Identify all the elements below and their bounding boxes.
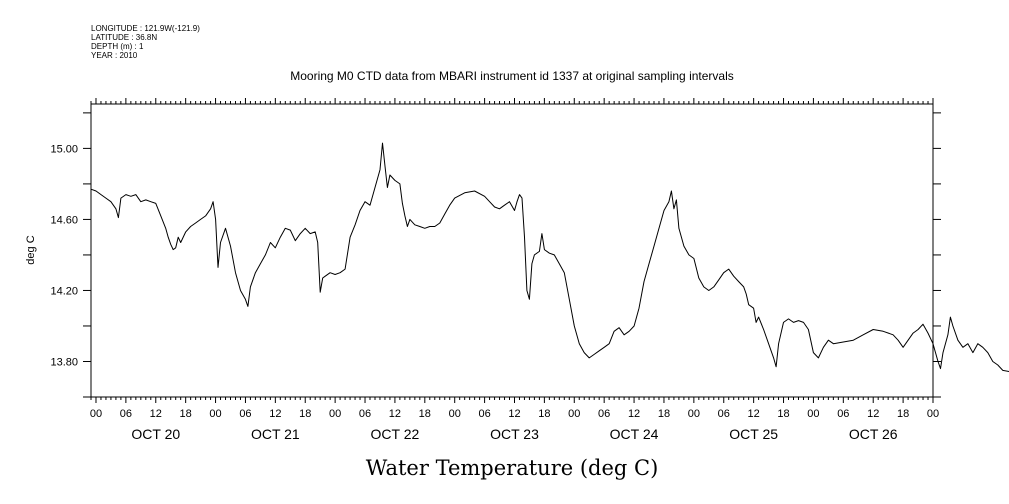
day-label: OCT 26 <box>849 426 898 442</box>
series-layer <box>90 142 1009 372</box>
hour-tick-label: 00 <box>807 408 819 420</box>
y-axis-label: deg C <box>25 235 37 264</box>
hour-tick-label: 12 <box>389 408 401 420</box>
hour-tick-label: 00 <box>449 408 461 420</box>
meta-longitude: LONGITUDE : 121.9W(-121.9) <box>91 24 200 33</box>
hour-tick-label: 06 <box>598 408 610 420</box>
hour-tick-label: 00 <box>90 408 102 420</box>
meta-depth: DEPTH (m) : 1 <box>91 42 144 51</box>
hour-tick-label: 06 <box>120 408 132 420</box>
hour-tick-label: 06 <box>478 408 490 420</box>
meta-latitude: LATITUDE : 36.8N <box>91 33 157 42</box>
day-label: OCT 22 <box>371 426 420 442</box>
x-axis-label: Water Temperature (deg C) <box>366 456 659 480</box>
series-line <box>90 142 1009 372</box>
hour-tick-label: 12 <box>508 408 520 420</box>
meta-year: YEAR : 2010 <box>91 51 138 60</box>
hour-tick-label: 18 <box>419 408 431 420</box>
hour-tick-label: 18 <box>299 408 311 420</box>
y-tick-label: 13.80 <box>50 356 78 368</box>
y-tick-label: 14.20 <box>50 285 78 297</box>
hour-tick-label: 00 <box>329 408 341 420</box>
hour-tick-label: 12 <box>150 408 162 420</box>
metadata-block: LONGITUDE : 121.9W(-121.9) LATITUDE : 36… <box>91 24 200 60</box>
hour-tick-label: 18 <box>180 408 192 420</box>
hour-tick-label: 18 <box>658 408 670 420</box>
minor-ticks <box>90 101 929 400</box>
hour-tick-label: 12 <box>748 408 760 420</box>
day-label: OCT 24 <box>610 426 659 442</box>
hour-tick-label: 12 <box>867 408 879 420</box>
y-tick-label: 14.60 <box>50 214 78 226</box>
hour-tick-label: 12 <box>628 408 640 420</box>
plot-frame <box>90 103 934 398</box>
hour-tick-label: 06 <box>837 408 849 420</box>
hour-tick-label: 18 <box>777 408 789 420</box>
x-ticks: 00 06 12 18 00 06 12 18 00 06 12 18 00 06 12 18 00 06 12 18… <box>90 98 939 442</box>
day-label: OCT 20 <box>131 426 180 442</box>
y-tick-label: 15.00 <box>50 143 78 155</box>
chart-title: Mooring M0 CTD data from MBARI instrumen… <box>290 69 734 83</box>
hour-tick-label: 00 <box>927 408 939 420</box>
hour-tick-label: 06 <box>359 408 371 420</box>
hour-tick-label: 00 <box>209 408 221 420</box>
hour-tick-label: 00 <box>568 408 580 420</box>
hour-tick-label: 18 <box>538 408 550 420</box>
hour-tick-label: 06 <box>718 408 730 420</box>
hour-tick-label: 00 <box>688 408 700 420</box>
y-ticks: 13.80 14.20 14.60 15.00 <box>50 112 941 398</box>
hour-tick-label: 06 <box>239 408 251 420</box>
day-label: OCT 23 <box>490 426 539 442</box>
hour-tick-label: 18 <box>897 408 909 420</box>
day-label: OCT 25 <box>729 426 778 442</box>
hour-tick-label: 12 <box>269 408 281 420</box>
day-label: OCT 21 <box>251 426 300 442</box>
